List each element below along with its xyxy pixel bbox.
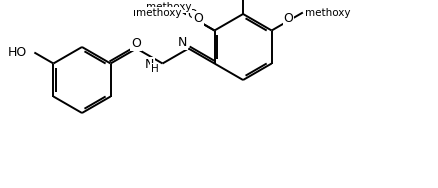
Text: H: H — [151, 64, 159, 74]
Text: O: O — [193, 12, 203, 25]
Text: methoxy: methoxy — [305, 8, 350, 17]
Text: O: O — [283, 12, 293, 25]
Text: methoxy: methoxy — [136, 8, 181, 17]
Text: O: O — [187, 8, 197, 21]
Text: O: O — [131, 37, 141, 50]
Text: methoxy: methoxy — [133, 8, 178, 18]
Text: N: N — [178, 36, 187, 49]
Text: N: N — [145, 58, 154, 70]
Text: methoxy: methoxy — [146, 2, 191, 12]
Text: HO: HO — [8, 46, 27, 59]
